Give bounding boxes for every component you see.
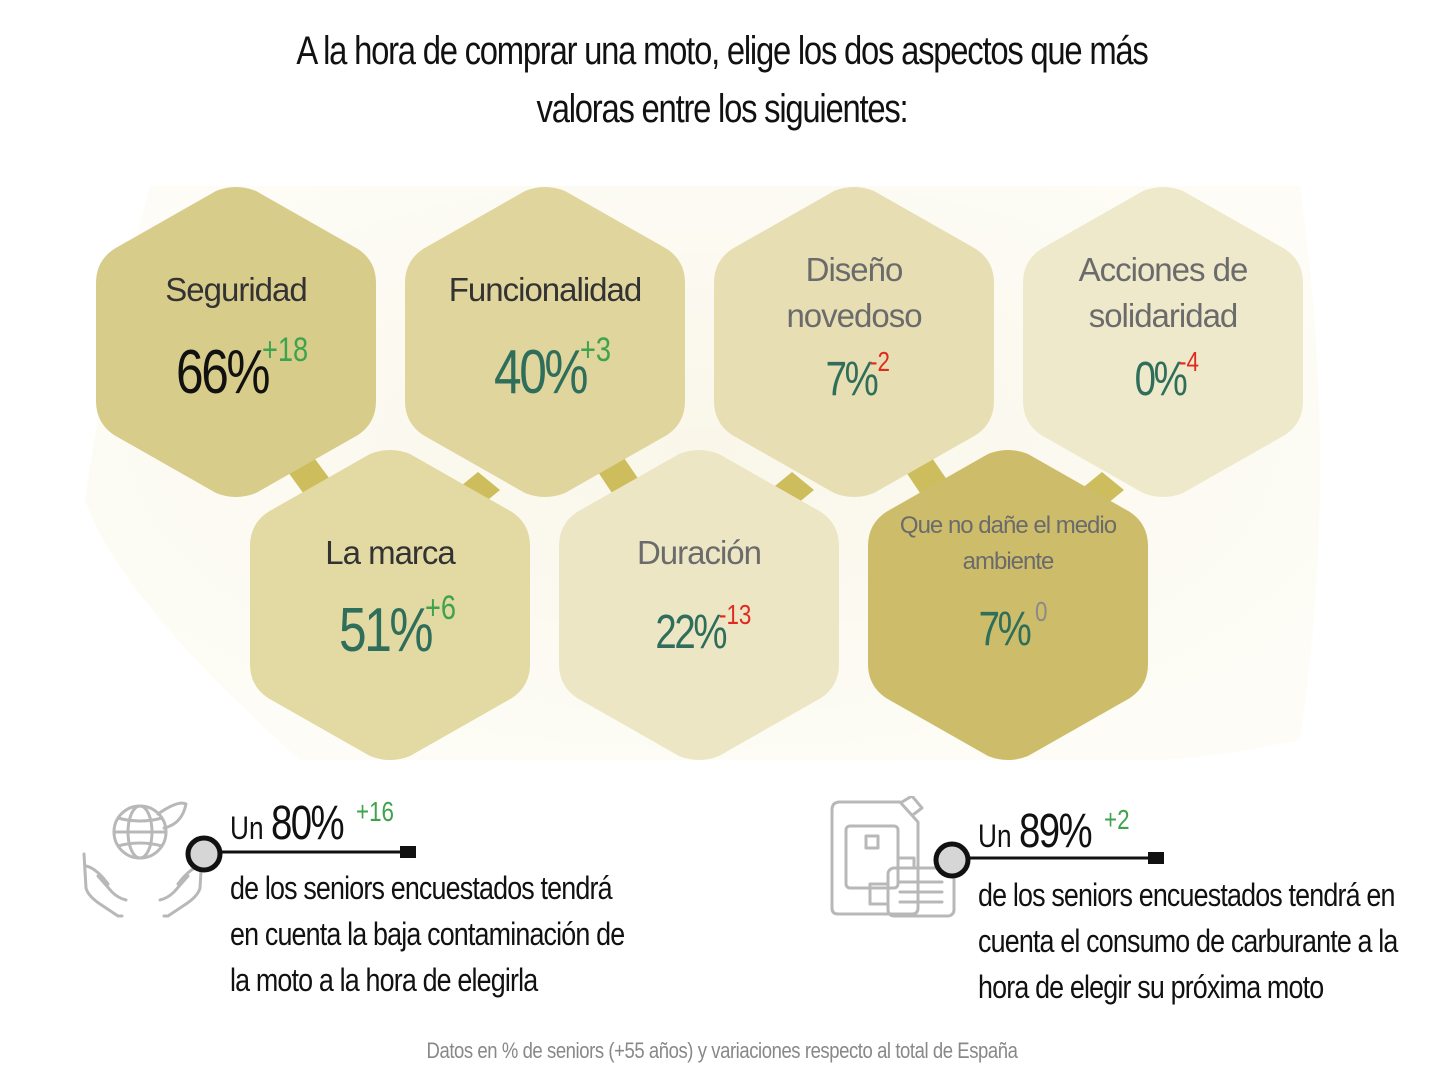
stat-desc-line-1: de los seniors encuestados tendrá (230, 870, 613, 906)
hex-label: Duración (636, 534, 762, 571)
title-line-1: A la hora de comprar una moto, elige los… (296, 29, 1148, 73)
hex-delta: +18 (261, 331, 308, 369)
hex-delta: -2 (870, 346, 891, 377)
stat-prefix: Un (230, 810, 264, 846)
hex-label-line-1: Acciones de (1078, 251, 1249, 288)
stat-delta: +16 (355, 796, 394, 827)
hex-label: Seguridad (165, 271, 307, 308)
hex-label: Funcionalidad (448, 271, 642, 308)
hex-value: 7% (825, 353, 879, 406)
hex-label-line-2: solidaridad (1088, 297, 1239, 334)
hex-funcionalidad: Funcionalidad 40%+3 (405, 187, 685, 497)
stat-1-pointer (185, 835, 416, 873)
hex-delta: 0 (1034, 596, 1048, 627)
hex-label: Acciones de solidaridad (1043, 247, 1283, 339)
hex-la-marca: La marca 51%+6 (250, 450, 530, 760)
fuel-can-engine-icon (830, 796, 956, 918)
stat-desc-line-3: hora de elegir su próxima moto (978, 969, 1324, 1005)
title-line-2: valoras entre los siguientes: (536, 87, 909, 131)
hex-delta: +3 (580, 331, 612, 369)
footnote: Datos en % de seniors (+55 años) y varia… (426, 1038, 1018, 1063)
hex-seguridad: Seguridad 66%+18 (96, 187, 376, 497)
hex-diseno-novedoso: Diseño novedoso 7%-2 (714, 187, 994, 497)
hex-value: 66% (175, 338, 270, 407)
hex-value: 51% (339, 596, 433, 665)
hex-label-line-1: Diseño (805, 251, 904, 288)
stat-contaminacion-desc: de los seniors encuestados tendrá en cue… (230, 865, 699, 1003)
hex-value: 0% (1134, 353, 1188, 406)
hex-shape (96, 187, 376, 497)
hex-label: Diseño novedoso (734, 247, 974, 339)
stat-contaminacion: Un 80% +16 (230, 796, 403, 851)
hex-label-line-2: novedoso (786, 297, 922, 334)
page-title: A la hora de comprar una moto, elige los… (130, 22, 1314, 138)
hex-delta: -4 (1179, 346, 1200, 377)
hex-shape (714, 187, 994, 497)
stat-desc-line-3: la moto a la hora de elegirla (230, 962, 538, 998)
hex-label: Que no dañe el medio ambiente (888, 508, 1128, 580)
hex-delta: +6 (425, 589, 457, 627)
hex-shape (250, 450, 530, 760)
hex-shape (559, 450, 839, 760)
hex-label-line-1: Que no dañe el medio (899, 512, 1117, 539)
stat-value: 80% (271, 797, 345, 850)
hex-medio-ambiente: Que no dañe el medio ambiente 7% 0 (868, 450, 1148, 760)
hex-acciones-solidaridad: Acciones de solidaridad 0%-4 (1023, 187, 1303, 497)
stat-value: 89% (1019, 805, 1093, 858)
stat-desc-line-1: de los seniors encuestados tendrá en (978, 877, 1395, 913)
hex-duracion: Duración 22%-13 (559, 450, 839, 760)
hex-value: 7% (978, 603, 1031, 656)
hex-label-line-2: ambiente (962, 548, 1055, 575)
hex-shape (405, 187, 685, 497)
hex-shape (868, 450, 1148, 760)
hex-value: 22% (655, 606, 728, 659)
hex-label: La marca (325, 534, 456, 571)
stat-carburante: Un 89% +2 (978, 804, 1136, 859)
hex-value: 40% (494, 338, 588, 407)
stat-carburante-desc: de los seniors encuestados tendrá en cue… (978, 872, 1444, 1010)
stat-prefix: Un (978, 818, 1012, 854)
stat-delta: +2 (1103, 804, 1130, 835)
stat-desc-line-2: cuenta el consumo de carburante a la (978, 923, 1398, 959)
hex-delta: -13 (719, 599, 752, 630)
stat-desc-line-2: en cuenta la baja contaminación de (230, 916, 625, 952)
globe-in-hands-icon (82, 801, 204, 918)
stat-2-pointer (933, 841, 1164, 879)
hex-shape (1023, 187, 1303, 497)
